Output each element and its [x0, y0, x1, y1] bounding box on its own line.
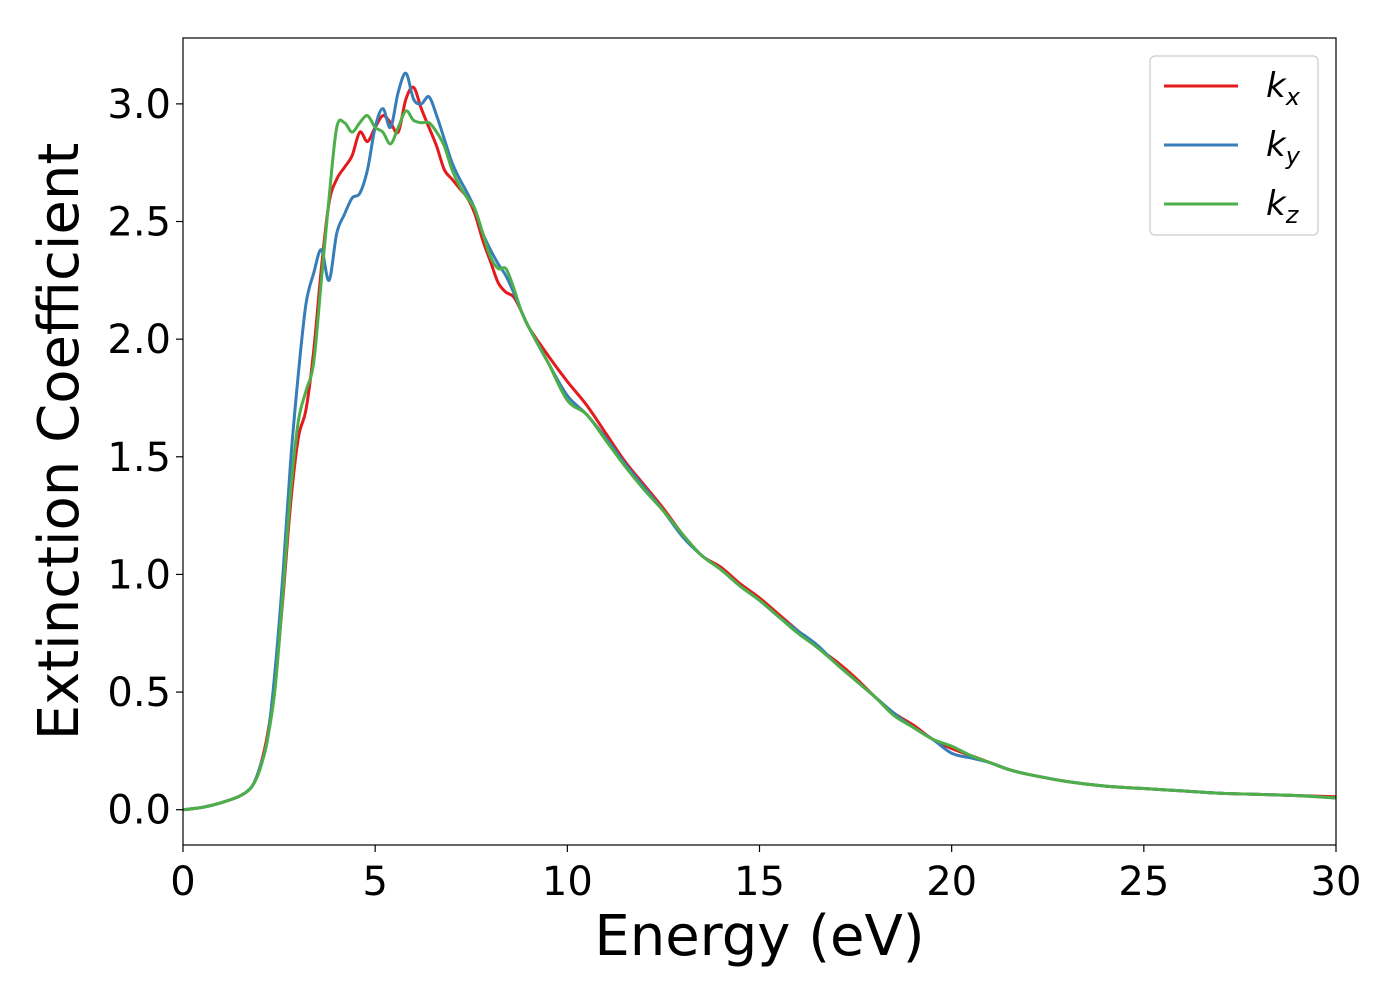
- y-tick-label: 1.5: [107, 435, 171, 481]
- y-tick-label: 2.0: [107, 317, 171, 363]
- x-tick-label: 20: [926, 859, 977, 905]
- y-tick-label: 3.0: [107, 82, 171, 128]
- x-tick-label: 25: [1118, 859, 1169, 905]
- y-tick-label: 0.5: [107, 670, 171, 716]
- legend-label-base: k: [1266, 184, 1287, 224]
- x-tick-label: 10: [542, 859, 593, 905]
- x-tick-label: 30: [1311, 859, 1362, 905]
- series-line-kz: [183, 109, 1336, 812]
- x-axis-ticks: 0 5 10 15 20 25 30: [170, 845, 1361, 905]
- series-line-ky: [183, 71, 1336, 812]
- y-axis-title: Extinction Coefficient: [27, 143, 92, 741]
- legend-label-base: k: [1266, 66, 1287, 106]
- legend-label-base: k: [1266, 125, 1287, 165]
- y-axis-ticks: 0.0 0.5 1.0 1.5 2.0 2.5 3.0: [107, 82, 183, 834]
- legend-label-kx: kx: [1266, 66, 1301, 111]
- y-tick-label: 0.0: [107, 788, 171, 834]
- x-tick-label: 5: [362, 859, 387, 905]
- y-tick-label: 2.5: [107, 200, 171, 246]
- legend-label-kz: kz: [1266, 184, 1300, 229]
- x-axis-title: Energy (eV): [594, 904, 924, 969]
- y-tick-label: 1.0: [107, 552, 171, 598]
- legend-label-subscript: z: [1285, 201, 1300, 229]
- legend-label-subscript: x: [1285, 83, 1301, 111]
- legend-label-ky: ky: [1266, 125, 1301, 170]
- x-tick-label: 15: [734, 859, 785, 905]
- legend-label-subscript: y: [1285, 142, 1301, 170]
- series-layer: [183, 71, 1336, 812]
- x-tick-label: 0: [170, 859, 195, 905]
